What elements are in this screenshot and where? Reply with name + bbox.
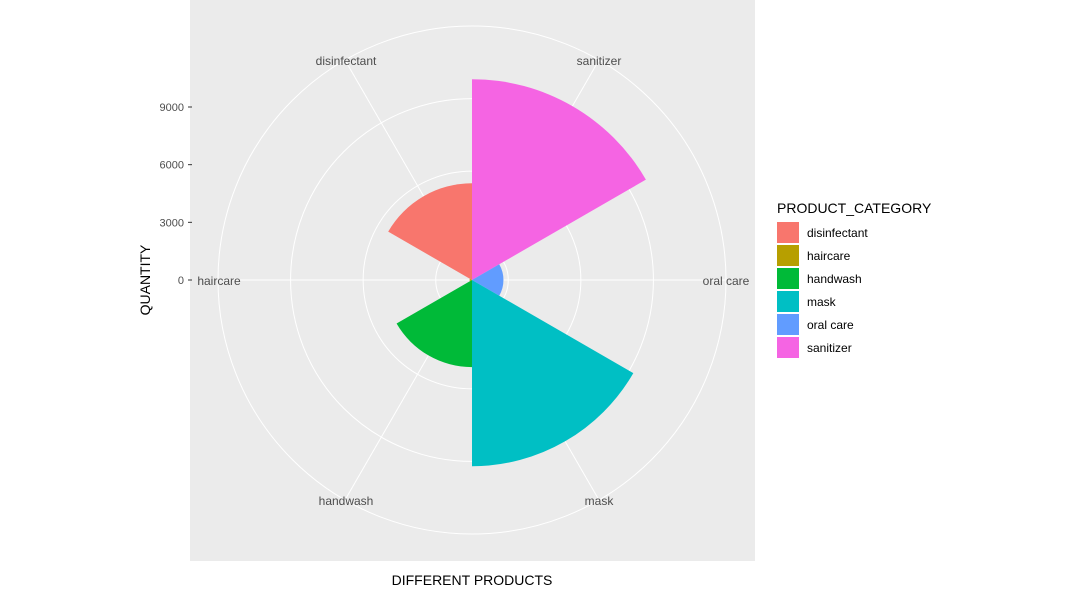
angle-label-handwash: handwash: [319, 494, 374, 508]
bar-haircare: [469, 278, 472, 282]
legend-swatch: [777, 291, 799, 312]
bar-handwash: [396, 280, 472, 368]
radial-tick-label: 3000: [160, 217, 184, 229]
legend-swatch: [777, 245, 799, 266]
legend-swatch: [777, 314, 799, 335]
x-axis-title: DIFFERENT PRODUCTS: [392, 572, 553, 588]
angular-labels: disinfectant sanitizer oral care mask handwa…: [197, 54, 749, 508]
legend-label: sanitizer: [807, 341, 852, 355]
y-axis-title: QUANTITY: [137, 244, 153, 315]
bar-disinfectant: [388, 183, 472, 280]
legend: PRODUCT_CATEGORY disinfectant haircare han…: [777, 200, 932, 358]
radial-tick-label: 0: [178, 275, 184, 287]
bar-mask: [472, 280, 634, 467]
legend-title: PRODUCT_CATEGORY: [777, 200, 932, 216]
angle-label-disinfectant: disinfectant: [316, 54, 377, 68]
angle-label-haircare: haircare: [197, 274, 241, 288]
legend-label: mask: [807, 295, 837, 309]
legend-swatch: [777, 337, 799, 358]
legend-label: haircare: [807, 249, 851, 263]
angle-label-mask: mask: [585, 494, 615, 508]
legend-swatch: [777, 268, 799, 289]
bar-sanitizer: [472, 79, 646, 280]
radial-tick-label: 6000: [160, 160, 184, 172]
bar-oral-care: [472, 264, 504, 296]
radial-ticks: 0 3000 6000 9000: [160, 102, 192, 287]
legend-label: disinfectant: [807, 226, 868, 240]
legend-label: handwash: [807, 272, 862, 286]
bars: [388, 79, 646, 467]
angle-label-sanitizer: sanitizer: [577, 54, 622, 68]
radial-tick-label: 9000: [160, 102, 184, 114]
angle-label-oral-care: oral care: [703, 274, 750, 288]
legend-label: oral care: [807, 318, 854, 332]
legend-swatch: [777, 222, 799, 243]
